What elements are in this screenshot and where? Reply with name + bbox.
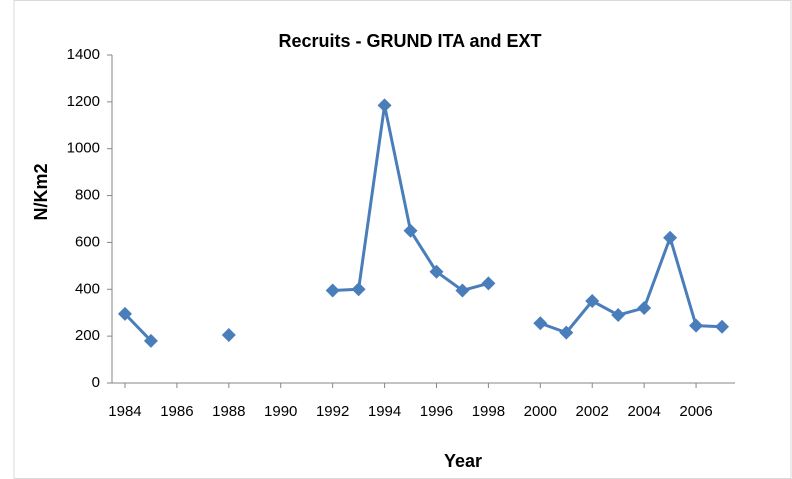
marker — [117, 306, 132, 321]
x-tick-label: 2002 — [576, 403, 609, 420]
x-tick-label: 1998 — [472, 403, 505, 420]
y-tick-label: 1000 — [67, 140, 100, 157]
marker — [585, 294, 600, 308]
y-tick-label: 1400 — [67, 46, 100, 63]
marker — [689, 318, 704, 333]
x-tick-label: 1984 — [108, 403, 141, 420]
chart-title: Recruits - GRUND ITA and EXT — [278, 31, 541, 51]
marker — [559, 325, 574, 340]
marker — [663, 230, 678, 245]
x-tick-label: 1996 — [420, 403, 453, 420]
x-tick-label: 2006 — [679, 403, 712, 420]
marker — [325, 283, 340, 298]
marker — [221, 327, 236, 342]
y-tick-label: 800 — [75, 187, 100, 204]
y-tick-label: 1200 — [67, 93, 100, 110]
y-tick-label: 400 — [75, 280, 100, 297]
marker — [715, 319, 730, 334]
marker — [351, 282, 366, 297]
marker — [377, 98, 392, 113]
x-tick-label: 1992 — [316, 403, 349, 420]
marker — [637, 301, 652, 316]
marker — [611, 308, 626, 323]
marker — [481, 276, 496, 291]
y-tick-label: 200 — [75, 327, 100, 344]
chart-frame — [13, 0, 792, 479]
marker — [533, 316, 548, 331]
marker — [429, 264, 444, 279]
x-tick-label: 1988 — [212, 403, 245, 420]
x-axis-label: Year — [444, 451, 482, 471]
marker — [403, 223, 418, 238]
x-tick-label: 2004 — [627, 403, 660, 420]
marker — [455, 283, 470, 298]
x-tick-label: 2000 — [524, 403, 557, 420]
y-axis-label: N/Km2 — [31, 163, 51, 220]
x-tick-label: 1990 — [264, 403, 297, 420]
x-tick-label: 1986 — [160, 403, 193, 420]
y-tick-label: 0 — [92, 374, 100, 391]
marker — [143, 333, 158, 348]
x-tick-label: 1994 — [368, 403, 401, 420]
y-tick-label: 600 — [75, 233, 100, 250]
